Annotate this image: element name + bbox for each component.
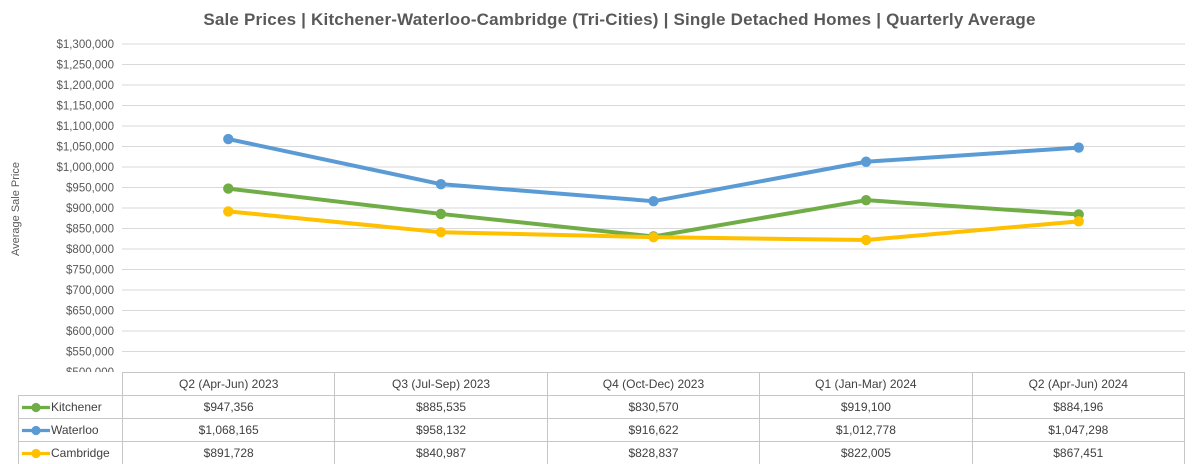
- table-row-cambridge: Cambridge $891,728 $840,987 $828,837 $82…: [18, 441, 1186, 464]
- legend-item-kitchener: Kitchener: [18, 395, 123, 419]
- table-cell: $891,728: [121, 441, 336, 464]
- svg-text:$1,250,000: $1,250,000: [56, 60, 114, 72]
- svg-text:$600,000: $600,000: [66, 326, 114, 338]
- table-cell: $916,622: [546, 418, 761, 442]
- svg-text:$800,000: $800,000: [66, 244, 114, 256]
- table-cell: $1,012,778: [759, 418, 973, 442]
- table-cell: $1,047,298: [971, 418, 1186, 442]
- data-table: Q2 (Apr-Jun) 2023 Q3 (Jul-Sep) 2023 Q4 (…: [18, 372, 1186, 464]
- series-label: Waterloo: [51, 423, 99, 437]
- svg-text:$1,150,000: $1,150,000: [56, 101, 114, 113]
- legend-item-cambridge: Cambridge: [18, 441, 123, 464]
- svg-text:$850,000: $850,000: [66, 224, 114, 236]
- table-row-waterloo: Waterloo $1,068,165 $958,132 $916,622 $1…: [18, 418, 1186, 442]
- svg-text:$650,000: $650,000: [66, 306, 114, 318]
- waterloo-series-icon: [22, 425, 50, 435]
- svg-text:$1,200,000: $1,200,000: [56, 80, 114, 92]
- table-cell: $885,535: [334, 395, 548, 419]
- svg-text:$550,000: $550,000: [66, 347, 114, 359]
- column-header-q4-2023: Q4 (Oct-Dec) 2023: [546, 372, 761, 396]
- svg-text:$1,050,000: $1,050,000: [56, 142, 114, 154]
- table-cell: $958,132: [334, 418, 548, 442]
- svg-text:$1,000,000: $1,000,000: [56, 162, 114, 174]
- table-cell: $830,570: [546, 395, 761, 419]
- table-cell: $867,451: [971, 441, 1186, 464]
- table-cell: $822,005: [759, 441, 973, 464]
- column-header-q2-2023: Q2 (Apr-Jun) 2023: [121, 372, 336, 396]
- svg-text:$700,000: $700,000: [66, 285, 114, 297]
- svg-text:$1,100,000: $1,100,000: [56, 121, 114, 133]
- svg-text:$1,300,000: $1,300,000: [56, 39, 114, 51]
- table-cell: $919,100: [759, 395, 973, 419]
- svg-text:$950,000: $950,000: [66, 183, 114, 195]
- y-axis-title: Average Sale Price: [10, 162, 22, 256]
- cambridge-series-icon: [22, 448, 50, 458]
- column-header-q3-2023: Q3 (Jul-Sep) 2023: [334, 372, 548, 396]
- table-cell: $840,987: [334, 441, 548, 464]
- svg-text:$900,000: $900,000: [66, 203, 114, 215]
- kitchener-series-icon: [22, 402, 50, 412]
- legend-item-waterloo: Waterloo: [18, 418, 123, 442]
- svg-text:$750,000: $750,000: [66, 265, 114, 277]
- table-cell: $947,356: [121, 395, 336, 419]
- table-corner-blank: [18, 372, 123, 396]
- series-label: Kitchener: [51, 400, 102, 414]
- table-cell: $1,068,165: [121, 418, 336, 442]
- table-row-kitchener: Kitchener $947,356 $885,535 $830,570 $91…: [18, 395, 1186, 419]
- series-label: Cambridge: [51, 446, 110, 460]
- column-header-q2-2024: Q2 (Apr-Jun) 2024: [971, 372, 1186, 396]
- table-cell: $828,837: [546, 441, 761, 464]
- column-header-q1-2024: Q1 (Jan-Mar) 2024: [759, 372, 973, 396]
- table-header-row: Q2 (Apr-Jun) 2023 Q3 (Jul-Sep) 2023 Q4 (…: [18, 372, 1186, 396]
- chart-title: Sale Prices | Kitchener-Waterloo-Cambrid…: [203, 10, 1036, 29]
- table-cell: $884,196: [971, 395, 1186, 419]
